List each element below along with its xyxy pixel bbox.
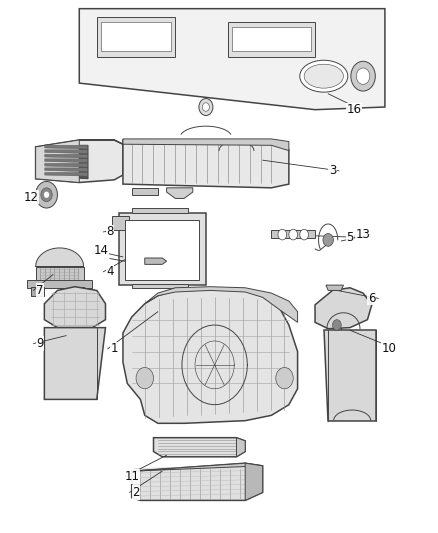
Polygon shape	[315, 288, 372, 329]
Text: 2: 2	[132, 486, 140, 499]
Text: 10: 10	[382, 342, 397, 356]
Polygon shape	[132, 463, 263, 471]
Polygon shape	[228, 22, 315, 56]
Text: 6: 6	[368, 292, 375, 305]
Polygon shape	[44, 146, 88, 179]
Polygon shape	[71, 287, 84, 296]
Circle shape	[202, 103, 209, 111]
Polygon shape	[145, 287, 297, 322]
Polygon shape	[79, 9, 385, 110]
Polygon shape	[45, 159, 88, 163]
Polygon shape	[123, 139, 289, 151]
Circle shape	[136, 368, 153, 389]
Polygon shape	[132, 284, 188, 288]
Polygon shape	[119, 213, 206, 285]
Polygon shape	[245, 463, 263, 500]
Text: 4: 4	[106, 265, 113, 278]
Circle shape	[278, 229, 287, 240]
Text: 16: 16	[347, 103, 362, 116]
Polygon shape	[324, 330, 376, 421]
Text: 12: 12	[24, 191, 39, 204]
Circle shape	[357, 68, 370, 84]
Polygon shape	[35, 140, 79, 182]
Polygon shape	[166, 188, 193, 198]
Polygon shape	[125, 220, 199, 280]
Circle shape	[41, 188, 52, 201]
Text: 13: 13	[356, 228, 371, 241]
Ellipse shape	[304, 64, 343, 88]
Polygon shape	[31, 287, 44, 296]
Polygon shape	[35, 266, 84, 281]
Circle shape	[351, 61, 375, 91]
Circle shape	[323, 233, 333, 246]
Polygon shape	[45, 164, 88, 167]
Polygon shape	[232, 27, 311, 51]
Polygon shape	[153, 438, 245, 457]
Text: 14: 14	[94, 244, 109, 257]
Text: 5: 5	[346, 231, 353, 244]
Polygon shape	[44, 328, 106, 399]
Polygon shape	[272, 230, 315, 238]
Polygon shape	[35, 140, 123, 182]
Polygon shape	[237, 438, 245, 457]
Circle shape	[44, 191, 49, 198]
Polygon shape	[132, 208, 188, 213]
Circle shape	[199, 99, 213, 116]
Circle shape	[276, 368, 293, 389]
Text: 3: 3	[329, 164, 336, 177]
Polygon shape	[45, 150, 88, 154]
Polygon shape	[45, 172, 88, 176]
Text: 9: 9	[36, 337, 44, 350]
Polygon shape	[132, 188, 158, 195]
Polygon shape	[123, 140, 289, 188]
Polygon shape	[112, 216, 130, 230]
Polygon shape	[45, 146, 88, 149]
Polygon shape	[35, 248, 84, 266]
Ellipse shape	[300, 60, 348, 92]
Polygon shape	[145, 258, 166, 264]
Polygon shape	[45, 168, 88, 172]
Polygon shape	[101, 22, 171, 51]
Polygon shape	[326, 285, 343, 290]
Text: 8: 8	[106, 225, 113, 238]
Circle shape	[332, 320, 341, 330]
Polygon shape	[79, 140, 123, 144]
Circle shape	[300, 229, 308, 240]
Polygon shape	[132, 463, 263, 500]
Circle shape	[35, 181, 57, 208]
Polygon shape	[97, 17, 175, 56]
Polygon shape	[45, 155, 88, 158]
Circle shape	[289, 229, 297, 240]
Text: 7: 7	[36, 284, 44, 297]
Text: 11: 11	[124, 470, 139, 483]
Text: 1: 1	[110, 342, 118, 356]
Polygon shape	[44, 287, 106, 328]
Polygon shape	[27, 280, 92, 288]
Polygon shape	[123, 289, 297, 423]
